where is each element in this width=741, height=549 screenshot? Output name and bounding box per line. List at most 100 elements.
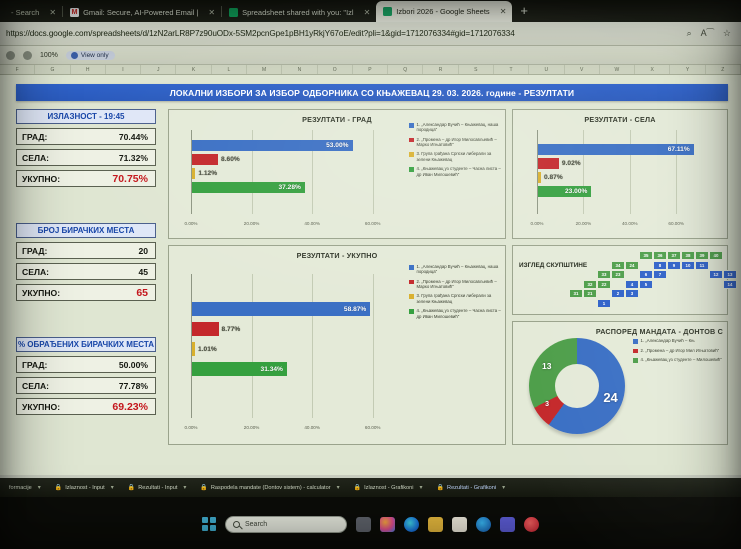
sheet-tab-0[interactable]: formacije ▾ — [2, 482, 48, 493]
chart-y-axis — [191, 274, 192, 418]
legend-item-1: 1. „Александар Вучић – Књажевац, наша по… — [409, 122, 501, 133]
sheet-tab-4[interactable]: 🔒 Izlaznost - Grafikoni ▾ — [347, 482, 430, 493]
url-text[interactable]: https://docs.google.com/spreadsheets/d/1… — [6, 29, 515, 38]
browser-tab-1[interactable]: Gmail: Secure, AI-Powered Email | ✕ — [63, 2, 221, 22]
column-header-o[interactable]: O — [318, 65, 353, 74]
column-header-n[interactable]: N — [282, 65, 318, 74]
legend-label: 1. „Александар Вучић – Књажевац, наша по… — [416, 122, 499, 133]
assembly-seat-1: 1 — [597, 299, 611, 308]
outlook-icon[interactable] — [476, 516, 491, 532]
close-icon[interactable]: ✕ — [208, 7, 216, 17]
column-header-q[interactable]: Q — [388, 65, 424, 74]
lock-icon: 🔒 — [54, 485, 63, 491]
column-header-g[interactable]: G — [35, 65, 71, 74]
close-icon[interactable]: ✕ — [499, 7, 507, 16]
store-icon[interactable] — [452, 516, 467, 532]
donut-chart: 24 3 13 — [529, 338, 625, 434]
start-icon[interactable] — [202, 517, 216, 531]
column-header-i[interactable]: I — [106, 65, 142, 74]
column-header-y[interactable]: Y — [670, 65, 706, 74]
column-header-j[interactable]: J — [141, 65, 177, 74]
task-view-icon[interactable] — [356, 516, 371, 532]
sheet-tab-5[interactable]: 🔒 Rezultati - Grafikoni ▾ — [430, 482, 513, 493]
column-header-m[interactable]: M — [247, 65, 283, 74]
legend-swatch-icon — [409, 294, 414, 299]
close-icon[interactable]: ✕ — [49, 7, 57, 17]
chart-bar-4: 37.28% — [192, 182, 305, 193]
row-key: ГРАД: — [22, 359, 48, 370]
assembly-seat-11: 11 — [695, 260, 709, 270]
row-value: 69.23% — [112, 400, 148, 413]
legend-item-4: 4. „Књажевац уз студенте – Часна листа –… — [409, 308, 501, 319]
file-explorer-icon[interactable] — [428, 516, 443, 532]
axis-tick-label: 0.00% — [184, 425, 198, 430]
chart-y-axis — [191, 130, 192, 214]
sheet-tab-3[interactable]: 🔒 Raspodela mandate (Dontov sistem) - cal… — [193, 482, 346, 493]
chevron-down-icon[interactable]: ▾ — [336, 485, 340, 491]
chart-card-mandates: РАСПОРЕД МАНДАТА - ДОНТОВ С 24 3 13 1. „… — [512, 321, 728, 445]
zoom-level[interactable]: 100% — [40, 51, 58, 59]
search-icon[interactable]: ⌕ — [686, 28, 692, 38]
chart-plot-sela: 0.00% 20.00% 40.00% 60.00% 67.11% 9.02% 0.87% 2… — [523, 128, 715, 228]
new-tab-button[interactable]: + — [520, 2, 528, 18]
row-value: 70.75% — [112, 172, 148, 185]
lock-icon: 🔒 — [353, 485, 362, 491]
copilot-icon[interactable] — [380, 516, 395, 532]
column-header-l[interactable]: L — [212, 65, 247, 74]
chevron-down-icon[interactable]: ▾ — [110, 485, 114, 491]
legend-label: 2. „Промена – др Игор Мил Игњатовић" — [640, 347, 720, 353]
assembly-seat-8: 8 — [653, 260, 667, 270]
assembly-seat-33: 33 — [597, 270, 611, 280]
print-icon[interactable] — [23, 50, 32, 60]
chart-title-mandates: РАСПОРЕД МАНДАТА - ДОНТОВ С — [595, 327, 723, 336]
axis-tick-label: 0.00% — [530, 221, 544, 226]
column-header-t[interactable]: T — [494, 65, 530, 74]
chevron-down-icon[interactable]: ▾ — [419, 485, 423, 491]
chevron-down-icon[interactable]: ▾ — [502, 485, 506, 491]
table-row: СЕЛА: 45 — [16, 263, 156, 281]
chart-plot-grad: 0.00% 20.00% 40.00% 60.00% 53.00% 8.60% 1.12% 3… — [177, 128, 407, 228]
legend-label: 4. „Књажевац уз студенте – Часна листа –… — [416, 308, 501, 319]
assembly-seat-14: 14 — [723, 279, 737, 289]
browser-tab-2[interactable]: Spreadsheet shared with you: "Izl ✕ — [222, 2, 376, 22]
chart-legend-ukupno: 1. „Александар Вучић – Књажевац, наша по… — [409, 264, 501, 323]
teams-icon[interactable] — [500, 516, 515, 532]
sheet-tab-2[interactable]: 🔒 Rezultati - Input ▾ — [121, 482, 194, 493]
menu-icon[interactable] — [6, 50, 15, 60]
browser-tab-2-label: Spreadsheet shared with you: "Izl — [242, 7, 354, 17]
column-header-f[interactable]: F — [0, 65, 36, 74]
read-aloud-icon[interactable]: A⁀ — [700, 28, 714, 38]
axis-tick-label: 20.00% — [243, 425, 260, 430]
column-header-h[interactable]: H — [71, 65, 106, 74]
axis-tick-label: 60.00% — [364, 425, 381, 430]
address-bar[interactable]: https://docs.google.com/spreadsheets/d/1… — [0, 22, 741, 46]
table-row-total: УКУПНО: 70.75% — [16, 170, 156, 188]
close-icon[interactable]: ✕ — [363, 7, 371, 17]
chevron-down-icon[interactable]: ▾ — [183, 485, 187, 491]
column-header-r[interactable]: R — [423, 65, 459, 74]
column-header-u[interactable]: U — [529, 65, 565, 74]
sheet-tab-1[interactable]: 🔒 Izlaznost - Input ▾ — [48, 482, 121, 493]
column-header-k[interactable]: K — [176, 65, 212, 74]
browser-window: - Search ✕ Gmail: Secure, AI-Powered Ema… — [0, 0, 741, 497]
column-header-x[interactable]: X — [635, 65, 671, 74]
column-header-z[interactable]: Z — [706, 65, 741, 74]
search-input[interactable]: Search — [225, 515, 347, 533]
column-header-w[interactable]: W — [600, 65, 636, 74]
chevron-down-icon[interactable]: ▾ — [37, 485, 41, 491]
chart-card-grad: РЕЗУЛТАТИ - ГРАД 0.00% 20.00% 40.00% 60.00%… — [168, 109, 506, 239]
column-header-s[interactable]: S — [459, 65, 494, 74]
chart-gridline — [251, 274, 253, 418]
browser-tab-3-active[interactable]: Izbori 2026 - Google Sheets ✕ — [376, 1, 513, 22]
favorite-icon[interactable]: ☆ — [722, 28, 731, 38]
view-only-badge[interactable]: View only — [65, 50, 115, 60]
column-header-v[interactable]: V — [565, 65, 600, 74]
browser-tab-0[interactable]: - Search ✕ — [0, 2, 62, 22]
music-icon[interactable] — [524, 516, 539, 532]
column-header-p[interactable]: P — [353, 65, 389, 74]
row-value: 70.44% — [118, 131, 148, 142]
browser-tab-0-label: - Search — [11, 7, 40, 17]
edge-icon[interactable] — [404, 516, 419, 532]
